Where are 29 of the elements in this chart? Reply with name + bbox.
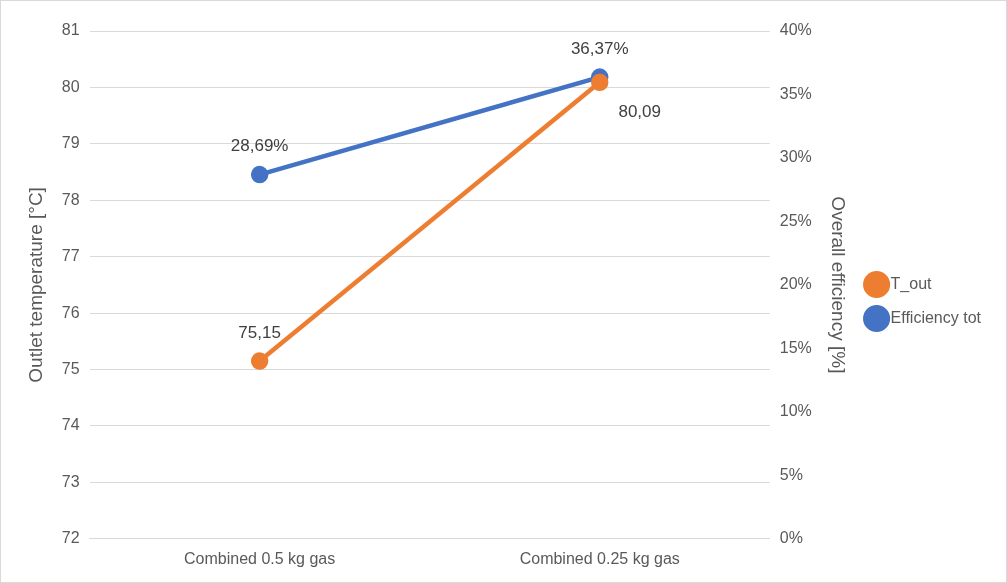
y2-tick-label: 0% [779,529,803,547]
y-tick-label: 78 [61,190,80,208]
y-tick-label: 80 [61,77,80,95]
y-tick-label: 74 [61,416,80,434]
y-tick-label: 72 [61,529,80,547]
y-axis-title: Outlet temperature [°C] [24,187,46,383]
x-tick-label: Combined 0.5 kg gas [184,549,336,567]
data-label: 36,37% [570,38,629,58]
y2-tick-label: 35% [779,84,812,102]
data-label: 75,15 [238,322,281,342]
y2-tick-label: 25% [779,211,812,229]
y-tick-label: 75 [61,359,80,377]
data-label: 80,09 [618,102,661,122]
data-label: 28,69% [230,136,289,156]
y2-tick-label: 15% [779,338,812,356]
x-tick-label: Combined 0.25 kg gas [519,549,680,567]
y-tick-label: 73 [61,472,80,490]
y2-tick-label: 5% [779,465,803,483]
y-tick-label: 76 [61,303,80,321]
y-tick-label: 81 [61,21,80,39]
y2-tick-label: 10% [779,402,812,420]
y2-tick-label: 40% [779,21,812,39]
y2-tick-label: 30% [779,148,812,166]
y2-tick-label: 20% [779,275,812,293]
y-tick-label: 77 [61,247,80,265]
y2-axis-title: Overall efficiency [%] [827,196,849,374]
legend-label: Efficiency tot [890,308,982,326]
y-tick-label: 79 [61,134,80,152]
legend-label: T_out [890,274,933,293]
